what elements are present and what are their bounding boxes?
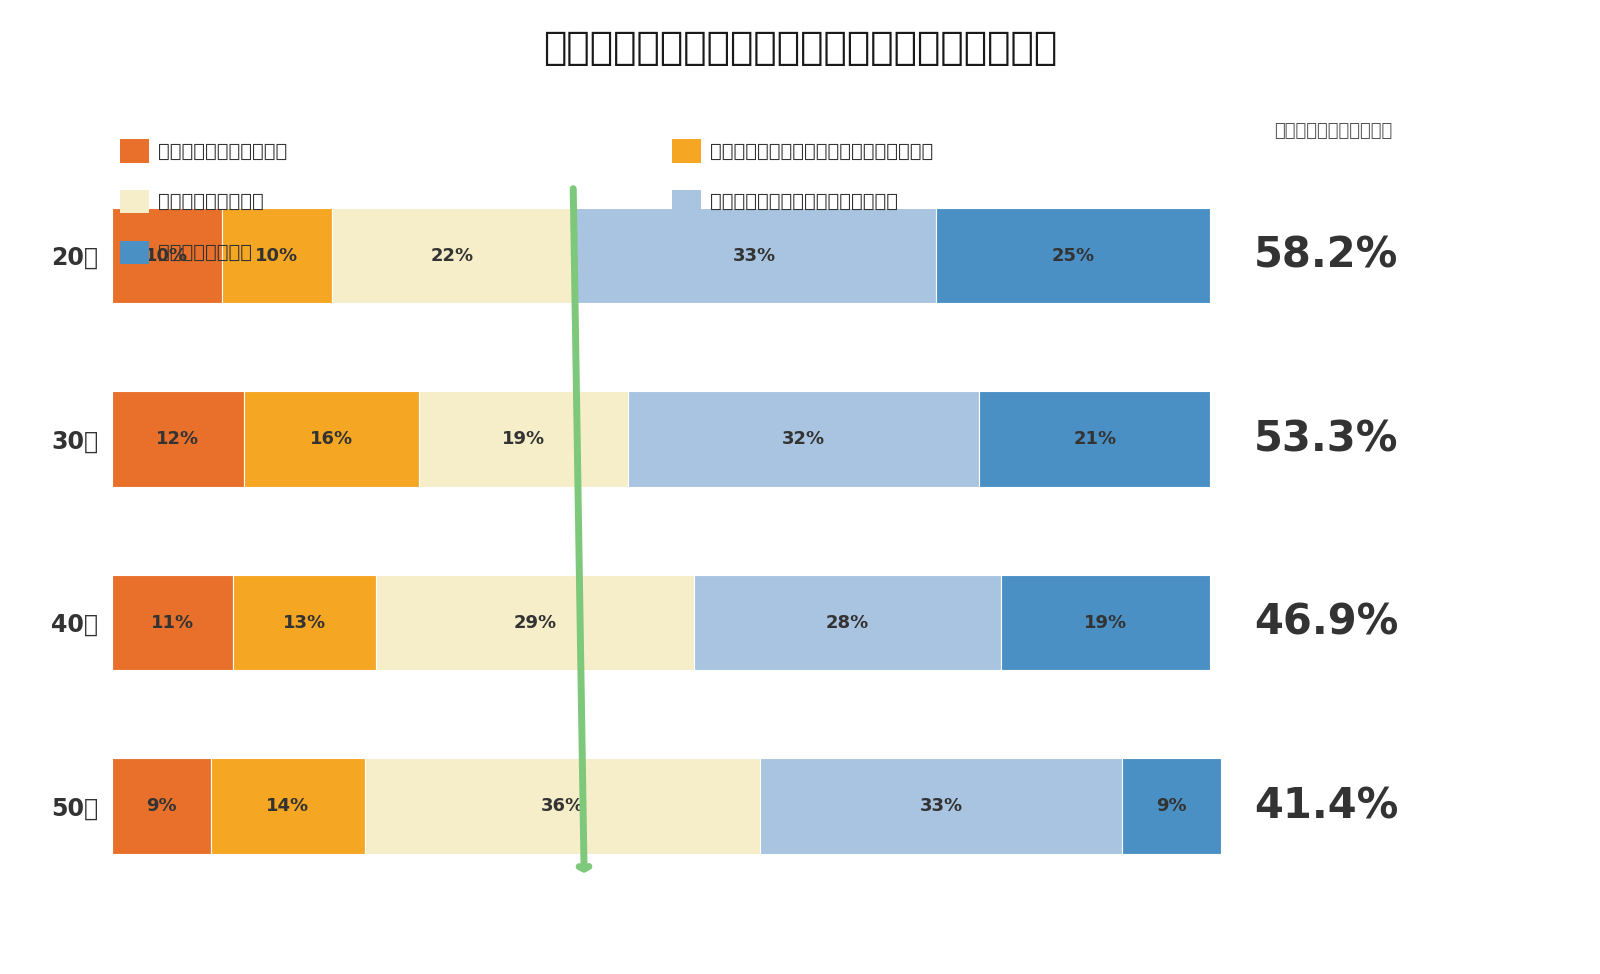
Text: 41.4%: 41.4% (1254, 785, 1398, 827)
Text: 28%: 28% (826, 614, 869, 631)
Text: 仕方がないと思う: 仕方がないと思う (158, 243, 253, 262)
Text: 33%: 33% (920, 797, 963, 815)
Bar (112, 575, 232, 670)
Text: 21%: 21% (1074, 431, 1117, 448)
Bar (1122, 759, 1221, 854)
Text: 29%: 29% (514, 614, 557, 631)
Bar (419, 392, 629, 487)
Text: どちらかといえば仕方がないと思う: どちらかといえば仕方がないと思う (710, 192, 899, 211)
Bar (112, 759, 211, 854)
Text: 53.3%: 53.3% (1254, 418, 1398, 460)
Text: 9%: 9% (146, 797, 176, 815)
Text: 33%: 33% (733, 246, 776, 265)
Text: 22%: 22% (430, 246, 474, 265)
Bar (222, 207, 331, 303)
Bar (629, 392, 979, 487)
Bar (365, 759, 760, 854)
Text: 9%: 9% (1157, 797, 1187, 815)
Bar (694, 575, 1002, 670)
Text: 32%: 32% (782, 431, 826, 448)
Bar (573, 207, 936, 303)
Bar (243, 392, 419, 487)
Bar (760, 759, 1122, 854)
Bar (232, 575, 376, 670)
Text: 13%: 13% (283, 614, 326, 631)
Text: どちらともいえない: どちらともいえない (158, 192, 264, 211)
Text: 46.9%: 46.9% (1254, 602, 1398, 644)
Bar (1002, 575, 1210, 670)
Text: 19%: 19% (502, 431, 546, 448)
Text: 12%: 12% (157, 431, 200, 448)
Text: 14%: 14% (266, 797, 309, 815)
Text: 36%: 36% (541, 797, 584, 815)
Text: 16%: 16% (310, 431, 354, 448)
Text: どちらかといえば仕方がないとは思わない: どちらかといえば仕方がないとは思わない (710, 141, 934, 161)
Bar (211, 759, 365, 854)
Bar (376, 575, 694, 670)
Bar (112, 207, 222, 303)
Text: 19%: 19% (1085, 614, 1128, 631)
Bar (331, 207, 573, 303)
Text: 11%: 11% (150, 614, 194, 631)
Text: 待遇改善による人件費の増加を理由とした値上げ: 待遇改善による人件費の増加を理由とした値上げ (542, 29, 1058, 67)
Text: 10%: 10% (146, 246, 189, 265)
Text: 「仕方がない」合計比率: 「仕方がない」合計比率 (1274, 122, 1392, 139)
Text: 10%: 10% (254, 246, 298, 265)
Bar (112, 392, 243, 487)
Text: 58.2%: 58.2% (1254, 235, 1398, 277)
Text: 25%: 25% (1051, 246, 1094, 265)
Bar (936, 207, 1210, 303)
Text: 仕方がないとは思わない: 仕方がないとは思わない (158, 141, 288, 161)
Bar (979, 392, 1210, 487)
